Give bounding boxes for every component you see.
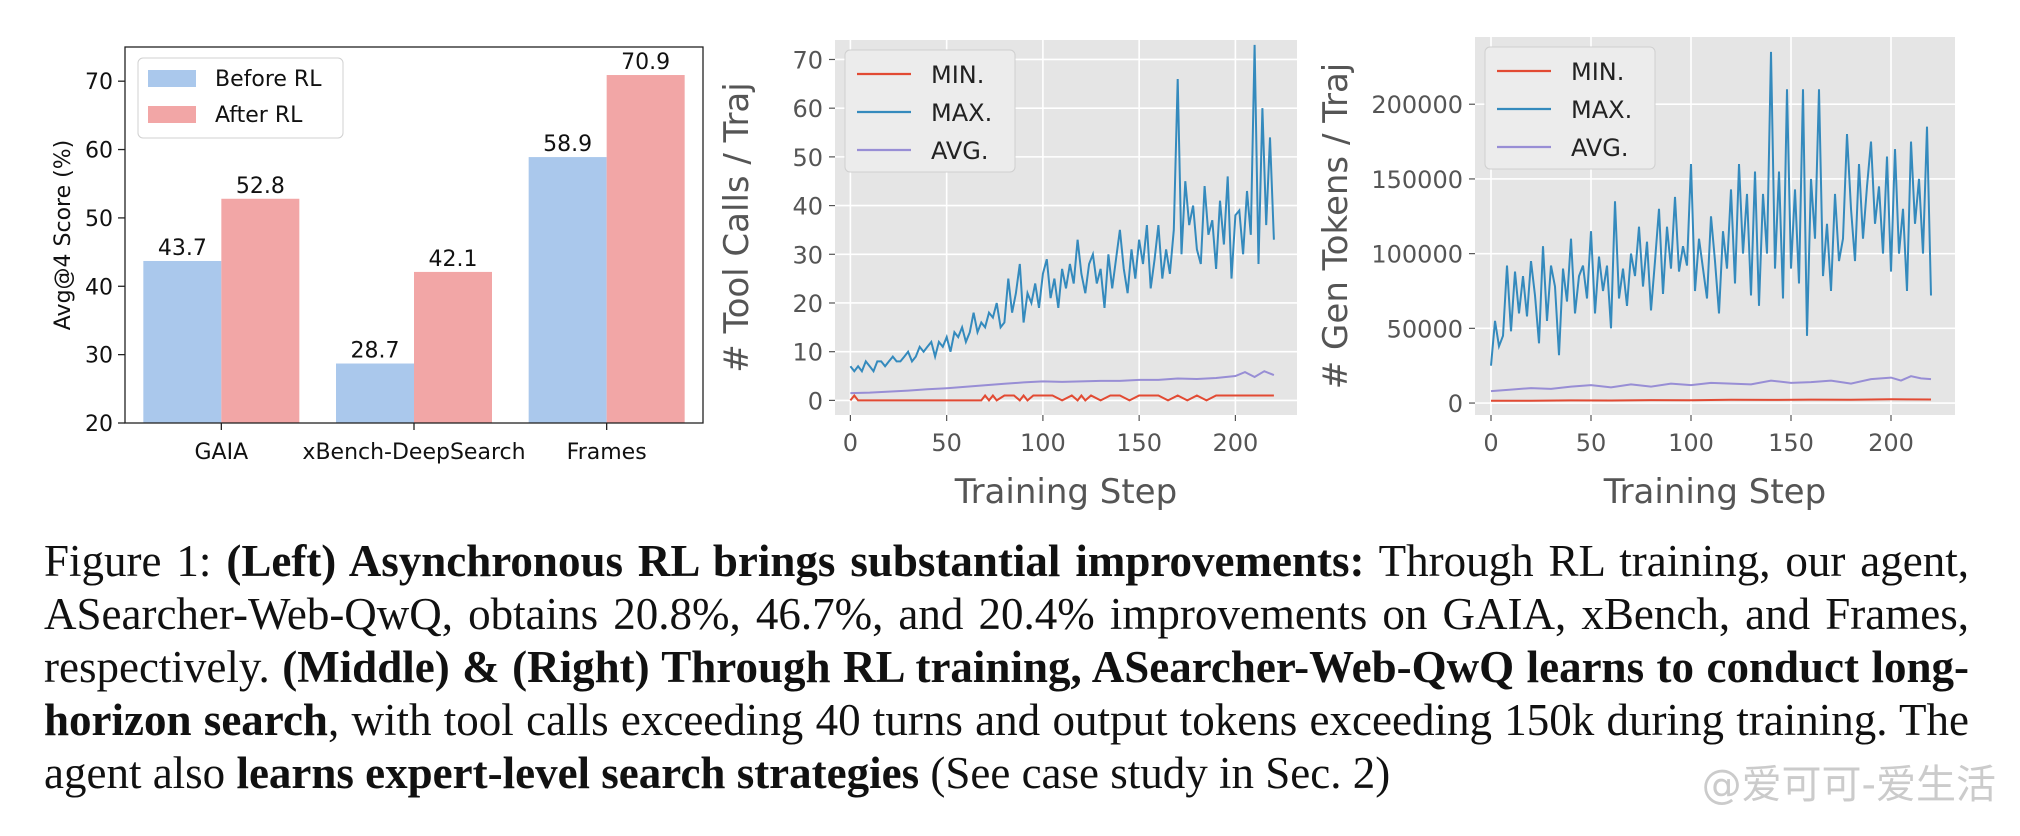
series-line-max (1490, 51, 1932, 366)
x-tick-label: 100 (1668, 429, 1714, 457)
bar-after-1 (414, 271, 492, 423)
bar-value-label: 28.7 (351, 339, 400, 364)
y-tick-label: 10 (792, 339, 823, 367)
y-tick-label: 20 (85, 412, 113, 437)
bar-after-0 (221, 198, 300, 423)
line-chart-tool-calls: 0 50 100 150 200 0 10 20 30 40 50 60 70 Training Step… (720, 40, 1297, 510)
bar-chart-scores: 43.7 28.7 58.9 52.8 42.1 70.9 20 30 40 50 60 70 GAIA… (51, 46, 704, 465)
legend-swatch (148, 70, 196, 87)
caption-bold-left: (Left) Asynchronous RL brings substantia… (226, 536, 1365, 586)
bar-before-1 (336, 363, 414, 423)
x-tick-label: 150 (1116, 429, 1162, 457)
y-tick-label: 70 (85, 70, 113, 95)
caption-fig-label: Figure 1: (44, 536, 212, 586)
x-tick-label: Frames (567, 440, 647, 465)
y-axis-label: # Gen Tokens / Traj (1320, 63, 1356, 389)
y-tick-label: 200000 (1371, 91, 1463, 119)
y-tick-label: 30 (792, 241, 823, 269)
y-tick-label: 0 (808, 387, 823, 415)
bar-value-label: 70.9 (621, 50, 670, 75)
y-tick-label: 20 (792, 290, 823, 318)
y-tick-label: 40 (792, 193, 823, 221)
y-tick-label: 50 (792, 144, 823, 172)
bar-value-label: 43.7 (158, 236, 207, 261)
y-tick-label: 40 (85, 275, 113, 300)
legend-label: After RL (215, 103, 303, 128)
y-tick-label: 50000 (1387, 315, 1463, 343)
legend-box (844, 49, 1016, 173)
y-tick-label: 60 (85, 139, 113, 164)
y-tick-label: 150000 (1371, 166, 1463, 194)
watermark-text: @爱可可-爱生活 (1701, 762, 1996, 808)
legend: MIN. MAX. AVG. (1484, 46, 1656, 170)
series-line-min (1490, 398, 1932, 402)
x-axis-label: Training Step (1603, 472, 1826, 510)
legend-label: AVG. (931, 137, 989, 165)
y-tick-label: 70 (792, 46, 823, 74)
legend: Before RL After RL (137, 57, 344, 139)
x-tick-label: 200 (1868, 429, 1914, 457)
legend-swatch (148, 106, 196, 123)
legend-label: MAX. (931, 99, 992, 127)
bar-before-0 (143, 260, 222, 423)
legend-label: Before RL (215, 67, 322, 92)
bar-value-label: 42.1 (429, 247, 478, 272)
legend-label: MIN. (1571, 58, 1624, 86)
legend-label: MAX. (1571, 96, 1632, 124)
legend-box (1484, 46, 1656, 170)
x-tick-label: xBench-DeepSearch (302, 440, 525, 465)
bar-before-2 (528, 157, 607, 423)
caption-text-middle-right: , with tool calls exceeding 40 turns and… (44, 695, 1969, 798)
y-tick-label: 100000 (1371, 241, 1463, 269)
legend: MIN. MAX. AVG. (844, 49, 1016, 173)
y-tick-label: 30 (85, 344, 113, 369)
x-tick-label: 150 (1768, 429, 1814, 457)
caption-text-ref: (See case study in Sec. 2) (930, 748, 1391, 798)
legend-label: AVG. (1571, 134, 1629, 162)
series-line-avg (1490, 375, 1932, 393)
caption-text-left: Through RL training, our agent, ASearche… (44, 536, 1970, 692)
x-tick-label: 50 (1576, 429, 1607, 457)
bar-value-label: 52.8 (236, 174, 285, 199)
x-tick-label: 200 (1212, 429, 1258, 457)
y-axis-label: # Tool Calls / Traj (720, 82, 757, 372)
figure-1: 43.7 28.7 58.9 52.8 42.1 70.9 20 30 40 50 60 70 GAIA… (51, 37, 1955, 510)
caption-bold-middle-right: (Middle) & (Right) Through RL training, … (44, 642, 1970, 745)
series-line-min (849, 393, 1274, 403)
line-chart-gen-tokens: 0 50 100 150 200 0 50000 100000 150000 200000 Trai… (1320, 37, 1955, 510)
x-tick-label: 50 (931, 429, 962, 457)
y-tick-label: 50 (85, 207, 113, 232)
bar-value-label: 58.9 (543, 132, 592, 157)
x-tick-label: 100 (1020, 429, 1066, 457)
series-line-avg (850, 370, 1275, 395)
series-line-max (849, 44, 1275, 374)
bar-after-2 (606, 75, 685, 424)
x-tick-label: 0 (843, 429, 858, 457)
x-tick-label: GAIA (195, 440, 249, 465)
y-axis-label: Avg@4 Score (%) (51, 140, 76, 330)
figure-caption: Figure 1: (Left) Asynchronous RL brings … (44, 535, 1969, 800)
y-tick-label: 0 (1448, 390, 1463, 418)
legend-label: MIN. (931, 61, 984, 89)
y-tick-label: 60 (792, 95, 823, 123)
x-axis-label: Training Step (954, 472, 1177, 510)
x-tick-label: 0 (1483, 429, 1498, 457)
caption-bold-strategies: learns expert-level search strategies (236, 748, 920, 798)
